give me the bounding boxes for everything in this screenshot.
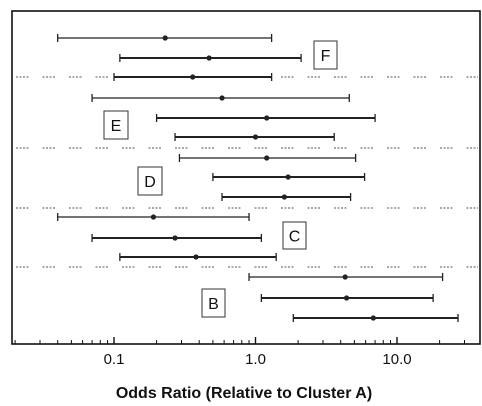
row-e-3-estimate-point <box>252 134 259 140</box>
row-e-1-estimate-point <box>219 95 225 101</box>
row-b-3 <box>292 314 459 322</box>
row-b-2 <box>260 294 434 302</box>
row-d-1-estimate-point <box>264 155 270 161</box>
row-b-1 <box>248 273 444 281</box>
row-f-3-estimate-point <box>190 74 196 80</box>
row-e-1 <box>91 94 350 102</box>
group-label-e: E <box>103 110 129 140</box>
row-e-2 <box>155 114 376 122</box>
row-f-1-estimate-point <box>162 35 168 41</box>
group-label-c: C <box>282 221 307 250</box>
x-axis-label: Odds Ratio (Relative to Cluster A) <box>116 385 372 402</box>
row-f-2 <box>119 54 302 62</box>
estimate-rows <box>57 34 459 322</box>
x-tick-label: 0.1 <box>104 351 125 368</box>
row-c-1-estimate-point <box>150 214 157 220</box>
group-label-text: B <box>208 296 219 313</box>
group-label-box <box>201 288 226 318</box>
row-b-2-estimate-point <box>343 295 350 301</box>
row-c-2-estimate-point <box>172 235 178 241</box>
group-labels: F E D C B <box>103 40 338 318</box>
row-f-1 <box>57 34 273 42</box>
plot-frame <box>11 10 481 345</box>
group-label-box <box>103 110 129 140</box>
row-f-2-estimate-point <box>206 55 212 61</box>
group-label-text: E <box>111 118 122 135</box>
row-d-1 <box>178 154 357 162</box>
x-tick-label: 1.0 <box>245 351 266 368</box>
row-d-2-estimate-point <box>285 174 291 180</box>
group-label-b: B <box>201 288 226 318</box>
row-c-2 <box>91 234 263 242</box>
row-d-3 <box>221 193 352 201</box>
group-label-box <box>313 40 338 70</box>
row-e-3 <box>174 133 335 141</box>
group-label-d: D <box>137 166 163 196</box>
row-b-1-estimate-point <box>342 274 348 280</box>
x-tick-label: 10.0 <box>382 351 411 368</box>
row-f-3 <box>113 73 273 81</box>
group-label-box <box>137 166 163 196</box>
row-d-3-estimate-point <box>281 194 287 200</box>
group-label-text: C <box>289 229 301 246</box>
group-label-text: F <box>321 48 331 65</box>
row-c-3-estimate-point <box>193 254 199 260</box>
row-d-2 <box>212 173 366 181</box>
row-b-3-estimate-point <box>370 315 376 321</box>
group-label-text: D <box>144 174 156 191</box>
row-e-2-estimate-point <box>264 115 270 121</box>
row-c-1 <box>57 213 250 221</box>
group-label-f: F <box>313 40 338 70</box>
row-c-3 <box>119 253 277 261</box>
group-label-box <box>282 221 307 250</box>
x-axis: 0.1 1.0 10.0 <box>14 337 466 368</box>
